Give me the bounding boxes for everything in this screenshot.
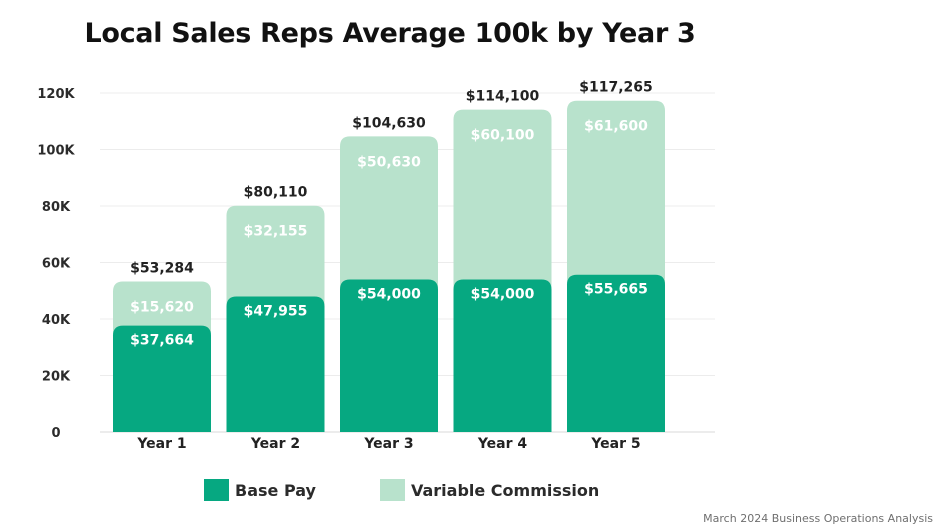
data-label-variable-commission: $32,155 bbox=[244, 224, 308, 240]
data-label-total: $104,630 bbox=[352, 115, 426, 131]
data-label-base-pay: $47,955 bbox=[244, 304, 308, 320]
data-label-total: $117,265 bbox=[579, 80, 653, 96]
x-tick-label: Year 1 bbox=[136, 436, 186, 452]
y-tick-label: 20K bbox=[42, 370, 71, 385]
legend-label-variable-commission: Variable Commission bbox=[410, 480, 600, 500]
data-label-total: $80,110 bbox=[244, 185, 308, 201]
y-tick-label: 100K bbox=[37, 144, 75, 159]
data-label-base-pay: $54,000 bbox=[471, 286, 535, 302]
data-label-variable-commission: $15,620 bbox=[130, 299, 194, 315]
x-tick-label: Year 4 bbox=[477, 436, 528, 452]
stacked-bar-chart: 0 20K 40K 60K 80K 100K 120K $37,664 $15,620 $53,2… bbox=[37, 80, 715, 452]
legend-item-variable-commission: Variable Commission bbox=[379, 479, 600, 501]
legend-label-base-pay: Base Pay bbox=[235, 480, 316, 500]
legend-item-base-pay: Base Pay bbox=[204, 479, 316, 501]
footnote: March 2024 Business Operations Analysis bbox=[703, 512, 933, 525]
bar-base-pay bbox=[567, 274, 665, 432]
legend-swatch-base-pay bbox=[204, 479, 229, 501]
y-tick-label: 40K bbox=[42, 313, 71, 328]
bar-base-pay bbox=[453, 279, 552, 432]
data-label-variable-commission: $50,630 bbox=[357, 154, 421, 170]
y-tick-label: 80K bbox=[42, 200, 71, 215]
data-label-base-pay: $37,664 bbox=[130, 333, 194, 349]
data-label-total: $114,100 bbox=[466, 89, 540, 105]
bar-base-pay bbox=[226, 296, 325, 432]
data-label-variable-commission: $61,600 bbox=[584, 119, 648, 135]
x-tick-label: Year 3 bbox=[363, 436, 413, 452]
y-tick-label: 0 bbox=[51, 426, 60, 441]
x-tick-label: Year 2 bbox=[250, 436, 300, 452]
bar-base-pay bbox=[113, 325, 211, 432]
data-label-total: $53,284 bbox=[130, 260, 194, 276]
y-tick-label: 120K bbox=[37, 87, 75, 102]
data-label-base-pay: $54,000 bbox=[357, 286, 421, 302]
legend-swatch-variable-commission bbox=[379, 479, 405, 501]
y-tick-label: 60K bbox=[42, 257, 71, 272]
bar-base-pay bbox=[340, 279, 438, 432]
x-tick-label: Year 5 bbox=[590, 436, 640, 452]
chart-title: Local Sales Reps Average 100k by Year 3 bbox=[84, 18, 696, 49]
legend: Base Pay Variable Commission bbox=[204, 479, 663, 501]
data-label-variable-commission: $60,100 bbox=[471, 128, 535, 144]
data-label-base-pay: $55,665 bbox=[584, 282, 648, 298]
